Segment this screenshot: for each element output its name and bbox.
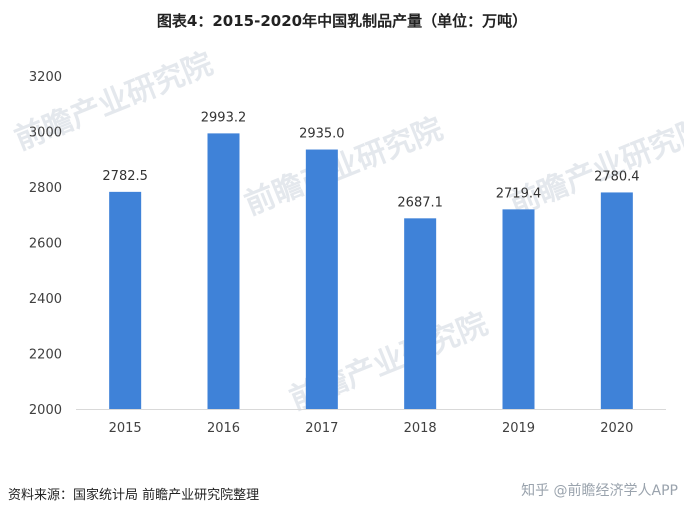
chart-title: 图表4：2015-2020年中国乳制品产量（单位：万吨） xyxy=(156,12,528,30)
bar-2019 xyxy=(502,209,535,409)
x-tick-label: 2015 xyxy=(109,421,142,436)
y-tick-label: 3000 xyxy=(29,126,62,141)
y-tick-label: 2200 xyxy=(29,348,62,363)
y-tick-label: 3200 xyxy=(29,70,62,85)
x-tick-label: 2018 xyxy=(404,421,437,436)
watermark-logo: 前瞻产业研究院 xyxy=(505,111,684,222)
data-label: 2719.4 xyxy=(496,186,542,201)
bars-group xyxy=(109,133,633,409)
data-label: 2780.4 xyxy=(594,169,640,184)
y-tick-label: 2000 xyxy=(29,403,62,418)
bar-2016 xyxy=(207,133,240,409)
bar-2018 xyxy=(404,218,437,409)
x-tick-label: 2017 xyxy=(305,421,338,436)
y-axis: 2000 2200 2400 2600 2800 3000 3200 xyxy=(29,70,62,418)
bar-2015 xyxy=(109,191,142,409)
watermark-logo: 前瞻产业研究院 xyxy=(10,46,218,157)
x-tick-label: 2020 xyxy=(600,421,633,436)
bar-2020 xyxy=(600,192,633,409)
y-tick-label: 2400 xyxy=(29,292,62,307)
source-note: 资料来源：国家统计局 前瞻产业研究院整理 xyxy=(8,488,260,503)
data-label: 2782.5 xyxy=(102,169,148,184)
credit-watermark: 知乎 @前瞻经济学人APP xyxy=(521,483,678,499)
y-tick-label: 2800 xyxy=(29,181,62,196)
x-tick-label: 2016 xyxy=(207,421,240,436)
data-label: 2935.0 xyxy=(299,127,345,142)
data-label: 2993.2 xyxy=(201,110,247,125)
bar-2017 xyxy=(305,149,338,409)
x-tick-label: 2019 xyxy=(502,421,535,436)
y-tick-label: 2600 xyxy=(29,237,62,252)
data-label: 2687.1 xyxy=(397,195,443,210)
data-labels: 2782.5 2993.2 2935.0 2687.1 2719.4 2780.4 xyxy=(102,110,639,210)
x-axis: 2015 2016 2017 2018 2019 2020 xyxy=(109,421,634,436)
